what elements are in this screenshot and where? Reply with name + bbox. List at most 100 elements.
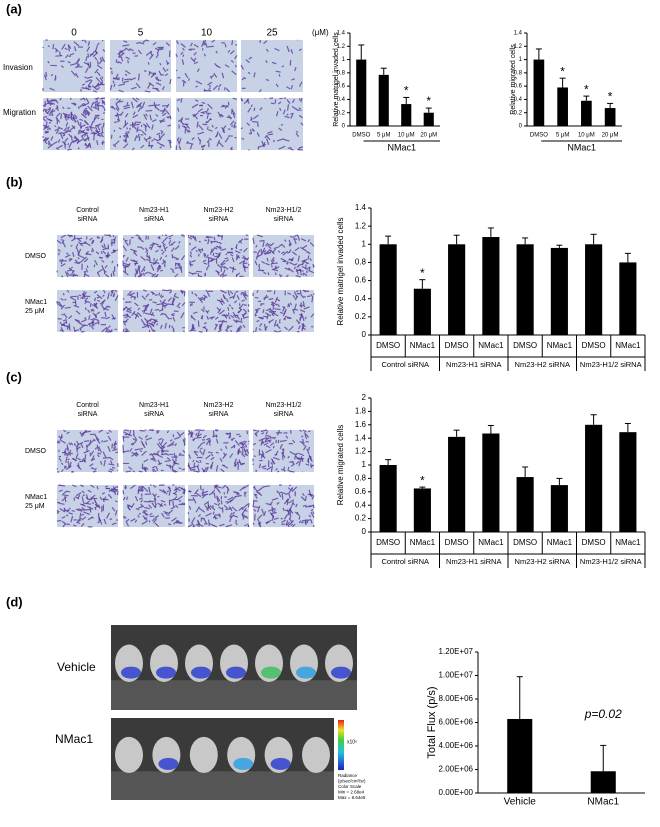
micrograph-cell: [295, 319, 300, 324]
micrograph-cell: [243, 264, 246, 272]
micrograph-cell: [240, 440, 246, 445]
micrograph-cell: [215, 451, 219, 454]
micrograph-cell: [77, 457, 81, 461]
micrograph-cell: [155, 273, 159, 278]
micrograph-cell: [106, 325, 111, 330]
bar: [585, 244, 603, 335]
micrograph-cell: [94, 56, 98, 61]
micrograph-cell: [84, 39, 87, 44]
micrograph-cell: [96, 140, 99, 146]
micrograph-cell: [70, 442, 74, 446]
micrograph-cell: [285, 509, 289, 512]
micrograph-cell: [84, 126, 88, 129]
y-tick-label: 8.00E+06: [439, 694, 474, 703]
micrograph-cell: [231, 124, 234, 128]
micrograph-cell: [311, 495, 315, 500]
micrograph-cell: [148, 500, 154, 503]
micrograph-cell: [258, 523, 262, 528]
micrograph-cell: [61, 494, 69, 497]
micrograph-cell: [160, 449, 164, 455]
micrograph-cell: [69, 62, 77, 66]
micrograph-cell: [71, 102, 75, 105]
micrograph-cell: [149, 50, 153, 57]
micrograph-cell: [191, 432, 194, 435]
micrograph-cell: [104, 485, 109, 488]
micrograph-cell: [301, 258, 308, 263]
micrograph-cell: [266, 138, 270, 146]
micrograph-cell: [84, 316, 87, 320]
micrograph-cell: [273, 517, 279, 521]
micrograph-cell: [87, 498, 93, 501]
micrograph-cell: [297, 255, 300, 262]
micrograph-cell: [131, 451, 138, 456]
micrograph-cell: [297, 146, 302, 151]
micrograph-cell: [138, 269, 141, 275]
micrograph-cell: [202, 123, 208, 126]
micrograph-cell: [42, 116, 48, 119]
micrograph-cell: [247, 309, 250, 313]
micrograph-cell: [218, 241, 222, 245]
label: Migration: [3, 108, 36, 117]
micrograph-cell: [268, 310, 272, 314]
x-tick-label: DMSO: [530, 133, 548, 139]
micrograph-cell: [214, 126, 218, 130]
micrograph-cell: [178, 145, 182, 150]
micrograph-cell: [123, 40, 128, 43]
micrograph-cell: [89, 463, 94, 467]
micrograph-cell: [158, 292, 161, 296]
micrograph-cell: [206, 139, 210, 144]
micrograph-cell: [149, 243, 156, 246]
micrograph-cell: [200, 315, 204, 320]
micrograph-cell: [212, 85, 219, 91]
micrograph-cell: [277, 250, 281, 253]
micrograph-cell: [208, 316, 215, 319]
micrograph-cell: [197, 443, 202, 449]
y-tick-label: 0.4: [355, 500, 367, 509]
micrograph-cell: [237, 450, 241, 456]
micrograph-cell: [257, 145, 263, 148]
micrograph-cell: [164, 314, 170, 320]
label: Vehicle: [57, 660, 96, 674]
micrograph-cell: [70, 234, 73, 237]
micrograph-cell: [61, 515, 66, 519]
micrograph-cell: [110, 134, 113, 139]
micrograph-cell: [279, 107, 282, 112]
micrograph-cell: [66, 325, 69, 330]
micrograph-cell: [114, 289, 117, 293]
micrograph-cell: [178, 240, 181, 244]
micrograph-cell: [193, 61, 199, 65]
micrograph-cell: [123, 104, 130, 108]
micrograph-cell: [81, 513, 85, 516]
micrograph-cell: [50, 73, 54, 77]
micrograph-cell: [122, 80, 129, 84]
micrograph-cell: [286, 262, 289, 265]
micrograph-cell: [171, 462, 176, 468]
micrograph-cell: [296, 265, 300, 269]
micrograph-cell: [256, 234, 263, 238]
micrograph-cell: [205, 508, 209, 512]
micrograph-cell: [235, 329, 241, 333]
micrograph-cell: [259, 239, 265, 242]
micrograph-cell: [76, 440, 80, 446]
micrograph-cell: [182, 54, 185, 58]
micrograph-cell: [64, 113, 67, 119]
group-label: NMac1: [387, 142, 416, 152]
micrograph-cell: [195, 492, 202, 498]
micrograph-cell: [287, 487, 291, 491]
micrograph-cell: [50, 102, 56, 105]
micrograph-cell: [134, 302, 139, 307]
micrograph-cell: [104, 273, 110, 278]
micrograph-cell: [75, 310, 81, 315]
micrograph-cell: [111, 260, 114, 264]
micrograph-cell: [97, 117, 100, 120]
micrograph-cell: [126, 290, 132, 296]
micrograph-cell: [295, 460, 300, 465]
micrograph-cell: [137, 273, 143, 278]
micrograph-cell: [263, 271, 267, 275]
micrograph-cell: [164, 255, 168, 258]
micrograph-cell: [288, 519, 295, 526]
micrograph-cell: [265, 60, 268, 64]
micrograph-cell: [255, 307, 261, 311]
micrograph-cell: [159, 299, 162, 303]
micrograph-cell: [100, 460, 103, 465]
